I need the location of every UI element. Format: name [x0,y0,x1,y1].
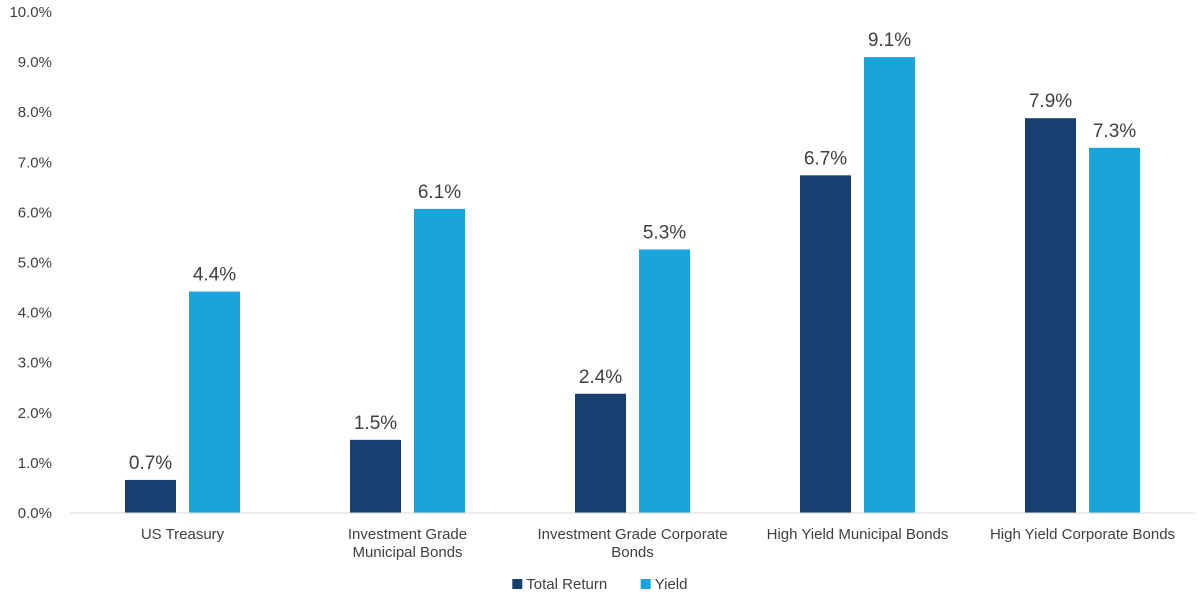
bar-yield [414,208,465,513]
y-tick-label: 1.0% [18,455,52,472]
x-category-label: US Treasury [141,526,225,543]
bar-total-return [800,175,851,514]
x-category-label: High Yield Municipal Bonds [767,526,949,543]
legend-swatch-yield [640,579,651,589]
data-label-yield: 5.3% [643,222,686,243]
y-tick-label: 5.0% [18,255,52,272]
bars: 0.7% 4.4% 1.5% 6.1% 2.4% 5.3% 6.7% 9.1% 7.9% 7.3% [125,30,1140,514]
data-label-total-return: 2.4% [579,367,622,388]
y-tick-label: 8.0% [18,104,52,121]
legend-label-yield: Yield [655,576,688,593]
y-axis: 0.0% 1.0% 2.0% 3.0% 4.0% 5.0% 6.0% 7.0% 8.0% 9.0%… [9,4,52,522]
data-label-yield: 9.1% [868,30,911,51]
bar-total-return [575,393,626,513]
legend-label-total-return: Total Return [526,576,607,593]
bar-yield [189,291,240,513]
bar-total-return [350,439,401,513]
bar-yield [1089,147,1140,513]
legend-swatch-total-return [512,579,523,589]
data-label-total-return: 6.7% [804,148,847,169]
y-tick-label: 2.0% [18,405,52,422]
data-label-yield: 4.4% [193,265,236,286]
data-label-total-return: 1.5% [354,413,397,434]
data-label-total-return: 7.9% [1029,91,1072,112]
bar-total-return [125,479,176,513]
y-tick-label: 10.0% [9,4,52,21]
x-category-label: Bonds [611,544,654,561]
bar-yield [639,249,690,513]
x-category-label: Investment Grade Corporate [537,526,727,543]
bar-yield [864,57,915,514]
x-category-label: High Yield Corporate Bonds [990,526,1175,543]
data-label-yield: 6.1% [418,182,461,203]
data-label-yield: 7.3% [1093,121,1136,142]
x-category-label: Municipal Bonds [352,544,462,561]
y-tick-label: 6.0% [18,204,52,221]
y-tick-label: 4.0% [18,305,52,322]
x-category-label: Investment Grade [348,526,467,543]
y-tick-label: 0.0% [18,505,52,522]
y-tick-label: 3.0% [18,355,52,372]
y-tick-label: 7.0% [18,154,52,171]
y-tick-label: 9.0% [18,54,52,71]
bar-total-return [1025,118,1076,513]
data-label-total-return: 0.7% [129,453,172,474]
legend: Total Return Yield [512,576,688,593]
